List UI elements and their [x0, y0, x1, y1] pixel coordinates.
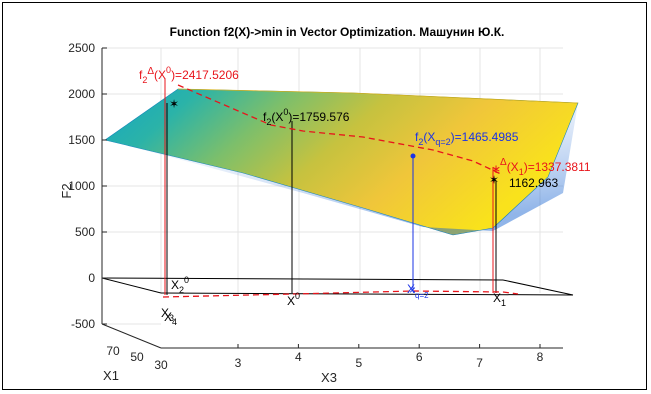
annotation-x1-black: 1162.963	[509, 176, 558, 190]
annotation-f2-x0: f2(X0)=1759.576	[263, 107, 350, 127]
optimum-path	[177, 84, 504, 176]
z-axis-label: F2	[59, 183, 74, 198]
x3-ticks: 3 4 5 6 7 8	[235, 344, 544, 370]
x3-tick-label: 3	[235, 356, 242, 370]
floor	[101, 277, 574, 296]
z-ticks: 2500 2000 1500 1000 500 0 -500	[68, 41, 107, 331]
x3-tick-label: 8	[537, 350, 544, 364]
x3-tick-label: 6	[416, 350, 423, 364]
z-tick-label: 2500	[68, 41, 95, 55]
surface	[104, 88, 579, 236]
chart-title: Function f2(X)->min in Vector Optimizati…	[170, 25, 505, 39]
annotation-f2-x20: f2Δ(X0)=2417.5206	[139, 65, 239, 85]
z-tick-label: 1500	[68, 133, 95, 147]
floor-path	[162, 290, 519, 298]
z-tick-label: 2000	[68, 87, 95, 101]
marker-x20-black: ✶	[169, 97, 179, 111]
x3-tick-label: 7	[476, 356, 483, 370]
label-x20: X20	[171, 275, 189, 295]
x1-tick-label: 50	[130, 350, 144, 364]
label-x4: X4	[164, 310, 177, 327]
z-tick-label: 1000	[68, 179, 95, 193]
x1-axis-line	[101, 323, 162, 349]
z-tick-label: 500	[75, 225, 95, 239]
markers: ✶ ∗ ✶ ×	[169, 97, 501, 297]
surface-plot: Function f2(X)->min in Vector Optimizati…	[59, 25, 591, 385]
label-xq: Xq=2	[407, 282, 429, 300]
x1-tick-label: 70	[106, 344, 120, 358]
x3-tick-label: 4	[295, 350, 302, 364]
label-x1: X1	[493, 291, 506, 308]
z-tick-label: -500	[71, 317, 95, 331]
x3-tick-label: 5	[355, 356, 362, 370]
annotation-f2-x1: Δ(X1)=1337.3811	[500, 157, 591, 177]
x1-ticks: 70 50 30	[106, 344, 168, 372]
marker-x1-black: ✶	[489, 173, 499, 187]
x1-axis-label: X1	[103, 368, 119, 383]
label-x0: X0	[287, 291, 300, 308]
stems	[164, 79, 497, 295]
marker-x1-red: ∗	[491, 162, 501, 176]
marker-xq-floor: ×	[409, 283, 416, 297]
marker-xq	[410, 153, 416, 159]
x3-axis-label: X3	[321, 370, 337, 385]
figure-frame: Function f2(X)->min in Vector Optimizati…	[2, 2, 647, 390]
z-tick-label: 0	[88, 271, 95, 285]
label-x3: X3	[161, 306, 174, 323]
x1-tick-label: 30	[154, 358, 168, 372]
annotation-f2-xq: f2(Xq=2)=1465.4985	[415, 130, 519, 147]
